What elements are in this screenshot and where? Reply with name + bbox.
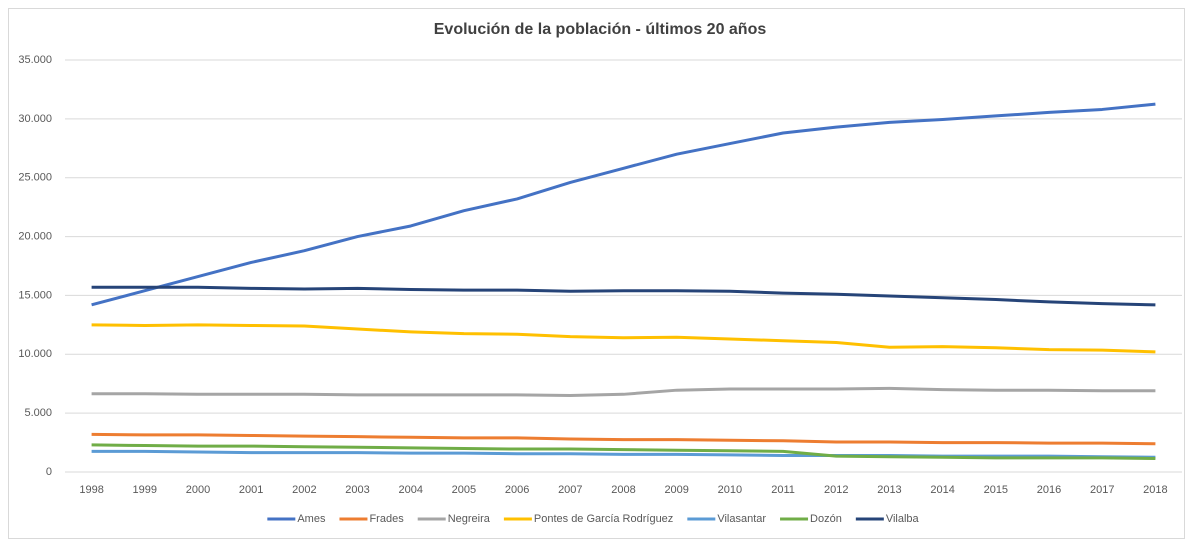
x-tick-label: 2017: [1090, 484, 1114, 496]
x-tick-label: 2014: [930, 484, 954, 496]
series-line: [91, 323, 1156, 354]
y-tick-label: 10.000: [18, 348, 52, 360]
x-tick-label: 1999: [133, 484, 157, 496]
x-tick-label: 2013: [877, 484, 901, 496]
y-tick-label: 0: [46, 466, 52, 478]
series-line: [91, 432, 1156, 446]
y-tick-label: 30.000: [18, 113, 52, 125]
y-tick-label: 5.000: [24, 407, 52, 419]
series-line: [91, 443, 1156, 460]
x-tick-label: 2003: [345, 484, 369, 496]
legend-label: Dozón: [810, 513, 842, 525]
legend-label: Vilalba: [886, 513, 920, 525]
x-tick-label: 2011: [771, 484, 795, 496]
x-tick-label: 2015: [984, 484, 1008, 496]
x-tick-label: 2006: [505, 484, 529, 496]
x-tick-label: 2004: [398, 484, 422, 496]
legend-label: Vilasantar: [717, 513, 766, 525]
series-line: [91, 285, 1156, 307]
series-line: [91, 449, 1156, 459]
y-tick-label: 20.000: [18, 230, 52, 242]
x-tick-label: 1998: [79, 484, 103, 496]
x-tick-label: 2008: [611, 484, 635, 496]
legend-label: Frades: [369, 513, 404, 525]
y-tick-label: 15.000: [18, 289, 52, 301]
x-tick-label: 2002: [292, 484, 316, 496]
legend-label: Ames: [297, 513, 326, 525]
x-tick-label: 2007: [558, 484, 582, 496]
x-tick-label: 2000: [186, 484, 210, 496]
legend-label: Negreira: [448, 513, 491, 525]
x-tick-label: 2010: [718, 484, 742, 496]
x-tick-label: 2001: [239, 484, 263, 496]
y-tick-label: 35.000: [18, 54, 52, 66]
x-tick-label: 2005: [452, 484, 476, 496]
x-tick-label: 2016: [1037, 484, 1061, 496]
x-tick-label: 2012: [824, 484, 848, 496]
x-tick-label: 2009: [664, 484, 688, 496]
series-line: [91, 386, 1156, 397]
series-line: [91, 102, 1156, 307]
chart-title: Evolución de la población - últimos 20 a…: [434, 21, 767, 38]
x-tick-label: 2018: [1143, 484, 1167, 496]
y-tick-label: 25.000: [18, 172, 52, 184]
legend-label: Pontes de García Rodríguez: [534, 513, 673, 525]
